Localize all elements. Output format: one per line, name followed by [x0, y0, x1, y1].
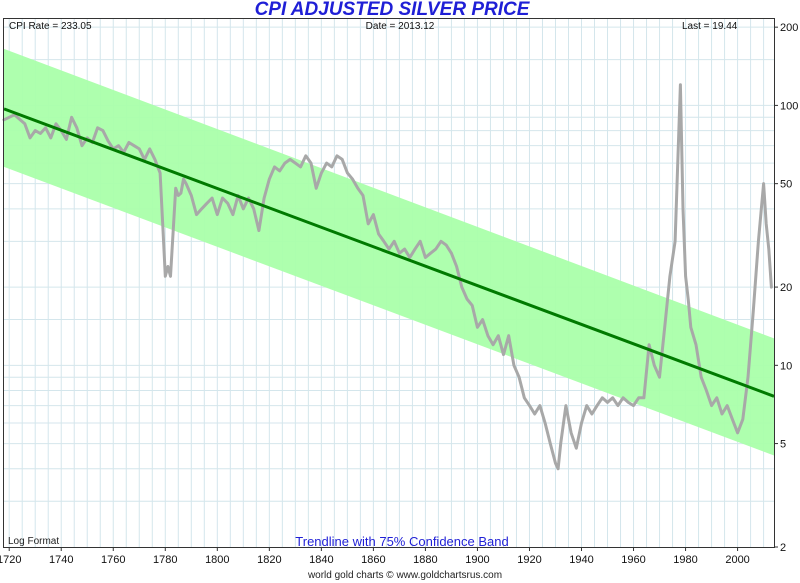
x-tick-label: 1780: [153, 554, 177, 566]
trendline: [3, 107, 775, 398]
x-tick-label: 2000: [725, 554, 749, 566]
y-tick-label: 20: [780, 282, 792, 294]
y-tick-label: 50: [780, 179, 792, 191]
x-tick-label: 1960: [621, 554, 645, 566]
x-axis-ticks: 1720 1740 1760 1780 1800 1820 1840 1860 1880 1900…: [0, 547, 750, 566]
x-tick-label: 1820: [257, 554, 281, 566]
date-label: Date = 2013.12: [366, 21, 435, 32]
source-credit: world gold charts © www.goldchartsrus.co…: [307, 570, 502, 581]
y-tick-label: 200: [780, 22, 798, 34]
y-tick-label: 100: [780, 100, 798, 112]
x-tick-label: 1760: [101, 554, 125, 566]
y-axis-ticks: 2 5 10 20 50 100 200: [774, 22, 798, 554]
x-tick-label: 1740: [49, 554, 73, 566]
x-tick-label: 1840: [309, 554, 333, 566]
x-tick-label: 1980: [673, 554, 697, 566]
x-tick-label: 1800: [205, 554, 229, 566]
x-tick-label: 1900: [465, 554, 489, 566]
x-tick-label: 1720: [0, 554, 21, 566]
price-series-line: [2, 83, 773, 471]
price-series-layer: [2, 83, 773, 471]
y-tick-label: 5: [780, 439, 786, 451]
y-tick-label: 2: [780, 542, 786, 554]
cpi-rate-label: CPI Rate = 233.05: [9, 21, 92, 32]
x-tick-label: 1860: [361, 554, 385, 566]
y-tick-label: 10: [780, 360, 792, 372]
trendline-layer: [3, 107, 775, 398]
x-tick-label: 1880: [413, 554, 437, 566]
trendline-note: Trendline with 75% Confidence Band: [295, 534, 508, 549]
plot-frame: [3, 18, 775, 548]
x-tick-label: 1940: [569, 554, 593, 566]
last-value-label: Last = 19.44: [682, 21, 738, 32]
log-format-label: Log Format: [8, 536, 59, 547]
chart-title: CPI ADJUSTED SILVER PRICE: [255, 0, 531, 20]
x-tick-label: 1920: [517, 554, 541, 566]
